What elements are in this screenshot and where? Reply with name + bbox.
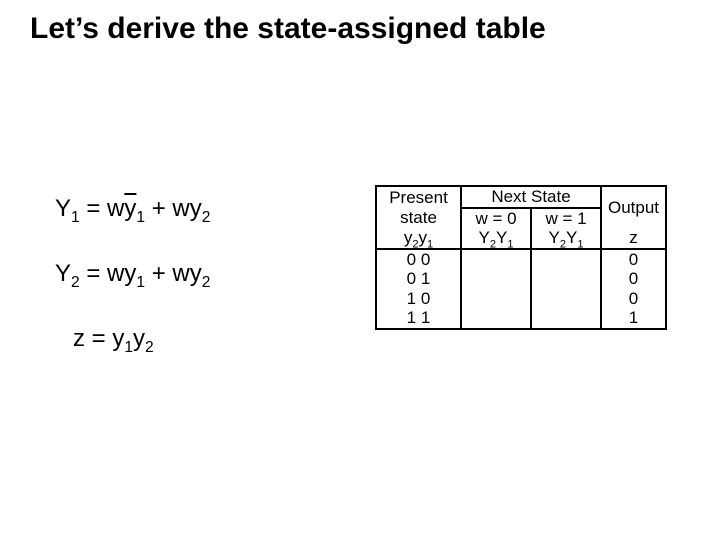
sub-w0-Y2: Y: [479, 228, 490, 247]
table-subheader: y2y1 Y2Y1 Y2Y1 z: [376, 228, 666, 249]
eq1-y1: y: [124, 195, 136, 222]
table-row: 0 1 0: [376, 269, 666, 289]
hdr-output: Output: [601, 186, 666, 228]
sub-w1-Y1s: 1: [577, 238, 583, 250]
sub-w0: Y2Y1: [461, 228, 531, 249]
cell-w0: [461, 289, 531, 309]
sub-w1: Y2Y1: [531, 228, 601, 249]
sub-w0-Y1s: 1: [507, 238, 513, 250]
eq2-Y: Y: [55, 260, 71, 287]
eq1-Y-sub: 1: [71, 209, 80, 226]
cell-w1: [531, 249, 601, 270]
cell-z: 0: [601, 269, 666, 289]
sub-w1-Y1: Y: [566, 228, 577, 247]
eq3-y1: y: [112, 325, 124, 352]
equation-z: z = y1y2: [55, 325, 210, 354]
cell-w0: [461, 249, 531, 270]
cell-z: 0: [601, 249, 666, 270]
eq3-y2-sub: 2: [145, 338, 154, 355]
cell-ps: 1 0: [376, 289, 461, 309]
cell-w0: [461, 269, 531, 289]
eq2-y1: y: [124, 260, 136, 287]
table-row: 0 0 0: [376, 249, 666, 270]
table-header-row1: Present state Next State Output: [376, 186, 666, 208]
table-row: 1 0 0: [376, 289, 666, 309]
eq2-y2-sub: 2: [202, 274, 211, 291]
eq2-eq: = w: [80, 260, 125, 287]
cell-w0: [461, 308, 531, 329]
sub-ps-y1: y: [419, 228, 428, 247]
table-row: 1 1 1: [376, 308, 666, 329]
state-table: Present state Next State Output w = 0 w …: [375, 185, 667, 330]
eq3-y2: y: [133, 325, 145, 352]
hdr-next-state: Next State: [461, 186, 601, 208]
cell-z: 0: [601, 289, 666, 309]
sub-ps: y2y1: [376, 228, 461, 249]
sub-w1-Y2: Y: [549, 228, 560, 247]
eq3-y1-sub: 1: [124, 338, 133, 355]
hdr-present-l1: Present: [389, 188, 448, 207]
eq1-plus: + w: [145, 195, 190, 222]
cell-z: 1: [601, 308, 666, 329]
cell-w1: [531, 289, 601, 309]
cell-ps: 0 0: [376, 249, 461, 270]
equation-Y2: Y2 = wy1 + wy2: [55, 260, 210, 289]
cell-w1: [531, 308, 601, 329]
eq3-z: z =: [73, 325, 112, 352]
eq2-plus: + w: [145, 260, 190, 287]
eq1-y2-sub: 2: [202, 209, 211, 226]
eq1-y1-sub: 1: [136, 209, 145, 226]
equations-block: Y1 = wy1 + wy2 Y2 = wy1 + wy2 z = y1y2: [55, 195, 210, 389]
sub-z: z: [601, 228, 666, 249]
hdr-w1: w = 1: [531, 208, 601, 229]
eq1-y2: y: [190, 195, 202, 222]
eq2-y2: y: [190, 260, 202, 287]
slide-title: Let’s derive the state-assigned table: [30, 12, 700, 46]
cell-w1: [531, 269, 601, 289]
sub-w0-Y1: Y: [496, 228, 507, 247]
eq1-Y: Y: [55, 195, 71, 222]
eq2-y1-sub: 1: [136, 274, 145, 291]
cell-ps: 1 1: [376, 308, 461, 329]
eq1-eq: = w: [80, 195, 125, 222]
hdr-w0: w = 0: [461, 208, 531, 229]
hdr-present: Present state: [376, 186, 461, 228]
equation-Y1: Y1 = wy1 + wy2: [55, 195, 210, 224]
cell-ps: 0 1: [376, 269, 461, 289]
hdr-present-l2: state: [400, 208, 437, 227]
eq2-Y-sub: 2: [71, 274, 80, 291]
sub-ps-y1s: 1: [427, 238, 433, 250]
